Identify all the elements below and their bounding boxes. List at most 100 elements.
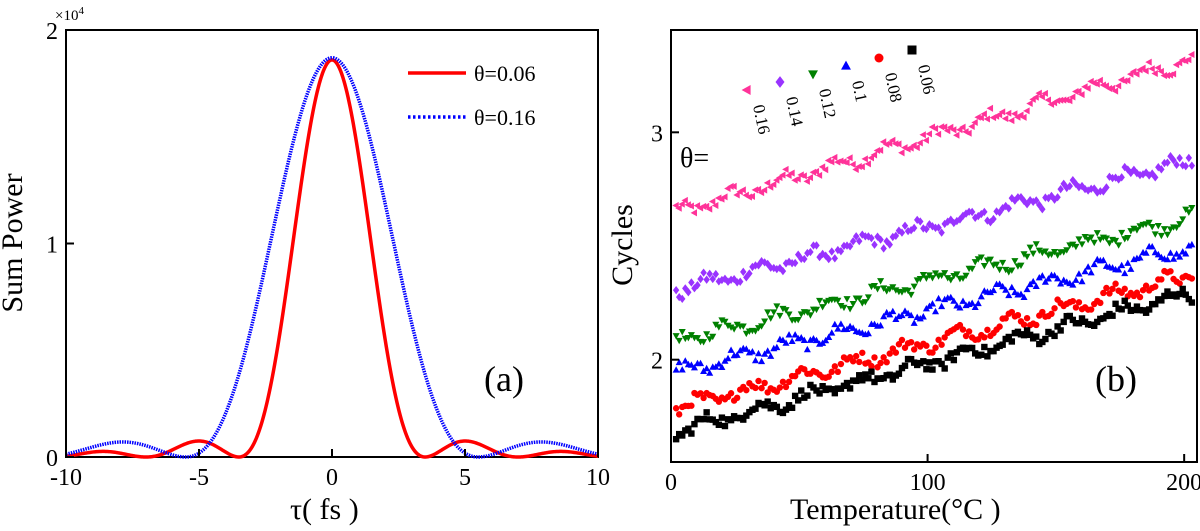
- data-point-0.12: [928, 275, 936, 282]
- data-point-0.08: [965, 328, 973, 335]
- data-point-0.08: [907, 338, 915, 346]
- data-point-0.06: [1057, 327, 1064, 334]
- data-point-0.08: [733, 394, 741, 402]
- panel-a-x-axis-label: τ( fs ): [290, 493, 359, 526]
- data-point-0.1: [812, 336, 821, 344]
- data-point-0.06: [1020, 331, 1028, 339]
- data-point-0.1: [1005, 291, 1013, 299]
- data-point-0.16: [1032, 93, 1039, 101]
- data-point-0.12: [916, 275, 924, 283]
- data-point-0.16: [959, 123, 966, 131]
- data-point-0.08: [791, 372, 799, 380]
- data-point-0.16: [1001, 115, 1009, 123]
- data-point-0.06: [1033, 333, 1040, 340]
- data-point-0.06: [727, 416, 735, 424]
- data-point-0.16: [1105, 84, 1113, 93]
- legend-label-0.06: θ=0.06: [474, 61, 535, 86]
- data-point-0.14: [755, 261, 762, 270]
- data-point-0.14: [1048, 191, 1055, 201]
- data-point-0.06: [1023, 327, 1031, 334]
- data-point-0.14: [965, 207, 973, 216]
- data-point-0.12: [971, 259, 979, 266]
- data-point-0.08: [956, 321, 964, 329]
- data-point-0.16: [971, 118, 978, 126]
- data-point-0.1: [751, 356, 759, 364]
- data-point-0.16: [754, 185, 762, 193]
- data-point-0.08: [901, 344, 909, 351]
- data-point-0.14: [721, 274, 729, 283]
- data-point-0.06: [672, 435, 680, 443]
- data-point-0.16: [1053, 97, 1061, 105]
- data-point-0.12: [843, 296, 851, 303]
- data-point-0.14: [868, 233, 875, 243]
- data-point-0.16: [1169, 70, 1177, 78]
- data-point-0.16: [681, 196, 688, 204]
- data-point-0.16: [895, 140, 902, 148]
- data-point-0.14: [898, 228, 906, 237]
- data-point-0.12: [1163, 231, 1171, 239]
- data-point-0.16: [806, 174, 813, 182]
- data-point-0.14: [761, 258, 768, 267]
- data-point-0.16: [1072, 87, 1079, 96]
- data-point-0.14: [794, 250, 802, 259]
- data-point-0.16: [760, 186, 768, 194]
- panel-b-frame: [670, 29, 1198, 463]
- data-point-0.16: [885, 139, 893, 147]
- x-tick-label: 100: [910, 470, 946, 496]
- data-point-0.06: [794, 397, 802, 404]
- data-point-0.1: [800, 336, 808, 343]
- data-point-0.1: [938, 302, 946, 310]
- x-tick-label: 5: [459, 465, 471, 491]
- data-point-0.1: [736, 346, 744, 354]
- data-point-0.12: [1002, 266, 1010, 274]
- data-point-0.14: [1115, 175, 1122, 184]
- data-point-0.12: [758, 323, 766, 330]
- data-point-0.14: [941, 219, 948, 229]
- panel-a-y-multiplier-base: ×10: [55, 8, 78, 24]
- data-point-0.08: [883, 359, 890, 366]
- data-point-0.06: [1112, 300, 1119, 308]
- data-point-0.16: [968, 122, 975, 131]
- data-point-0.14: [947, 215, 954, 224]
- data-point-0.16: [672, 201, 679, 209]
- data-point-0.12: [1051, 248, 1059, 256]
- data-point-0.08: [1051, 305, 1058, 312]
- data-point-0.16: [849, 160, 856, 168]
- panel-b: 0 100 200 2 3 Temperature(°C ) Cycles (b) θ=…: [606, 29, 1200, 526]
- data-point-0.1: [935, 294, 943, 302]
- data-point-0.16: [937, 123, 945, 131]
- data-point-0.16: [873, 146, 881, 155]
- data-point-0.12: [693, 335, 702, 342]
- data-point-0.08: [892, 349, 900, 356]
- data-point-0.12: [1029, 250, 1037, 258]
- data-point-0.06: [1054, 323, 1061, 330]
- data-point-0.06: [990, 347, 997, 355]
- legend-label-0.16: 0.16: [749, 103, 774, 136]
- data-point-0.14: [819, 249, 826, 259]
- data-point-0.08: [1109, 285, 1116, 293]
- data-point-0.1: [1078, 277, 1086, 285]
- data-point-0.08: [1014, 311, 1022, 319]
- data-point-0.08: [700, 394, 707, 402]
- data-point-0.14: [837, 247, 845, 256]
- data-point-0.1: [1069, 281, 1077, 288]
- data-point-0.12: [904, 287, 912, 295]
- data-point-0.16: [1142, 67, 1149, 75]
- data-point-0.12: [1047, 251, 1056, 258]
- data-point-0.16: [940, 123, 948, 131]
- data-point-0.16: [751, 186, 759, 194]
- data-point-0.1: [974, 299, 982, 307]
- data-point-0.16: [1004, 109, 1012, 117]
- data-point-0.14: [981, 207, 988, 217]
- data-point-0.16: [745, 193, 752, 201]
- data-point-0.12: [684, 334, 692, 342]
- data-point-0.1: [977, 292, 985, 300]
- data-point-0.16: [1065, 97, 1073, 105]
- data-point-0.06: [721, 422, 729, 430]
- legend-label-0.12: 0.12: [815, 87, 840, 120]
- data-point-0.1: [1166, 249, 1175, 256]
- data-point-0.14: [1078, 181, 1086, 191]
- data-point-0.14: [737, 277, 744, 286]
- data-point-0.14: [1139, 170, 1147, 179]
- data-point-0.14: [923, 224, 930, 234]
